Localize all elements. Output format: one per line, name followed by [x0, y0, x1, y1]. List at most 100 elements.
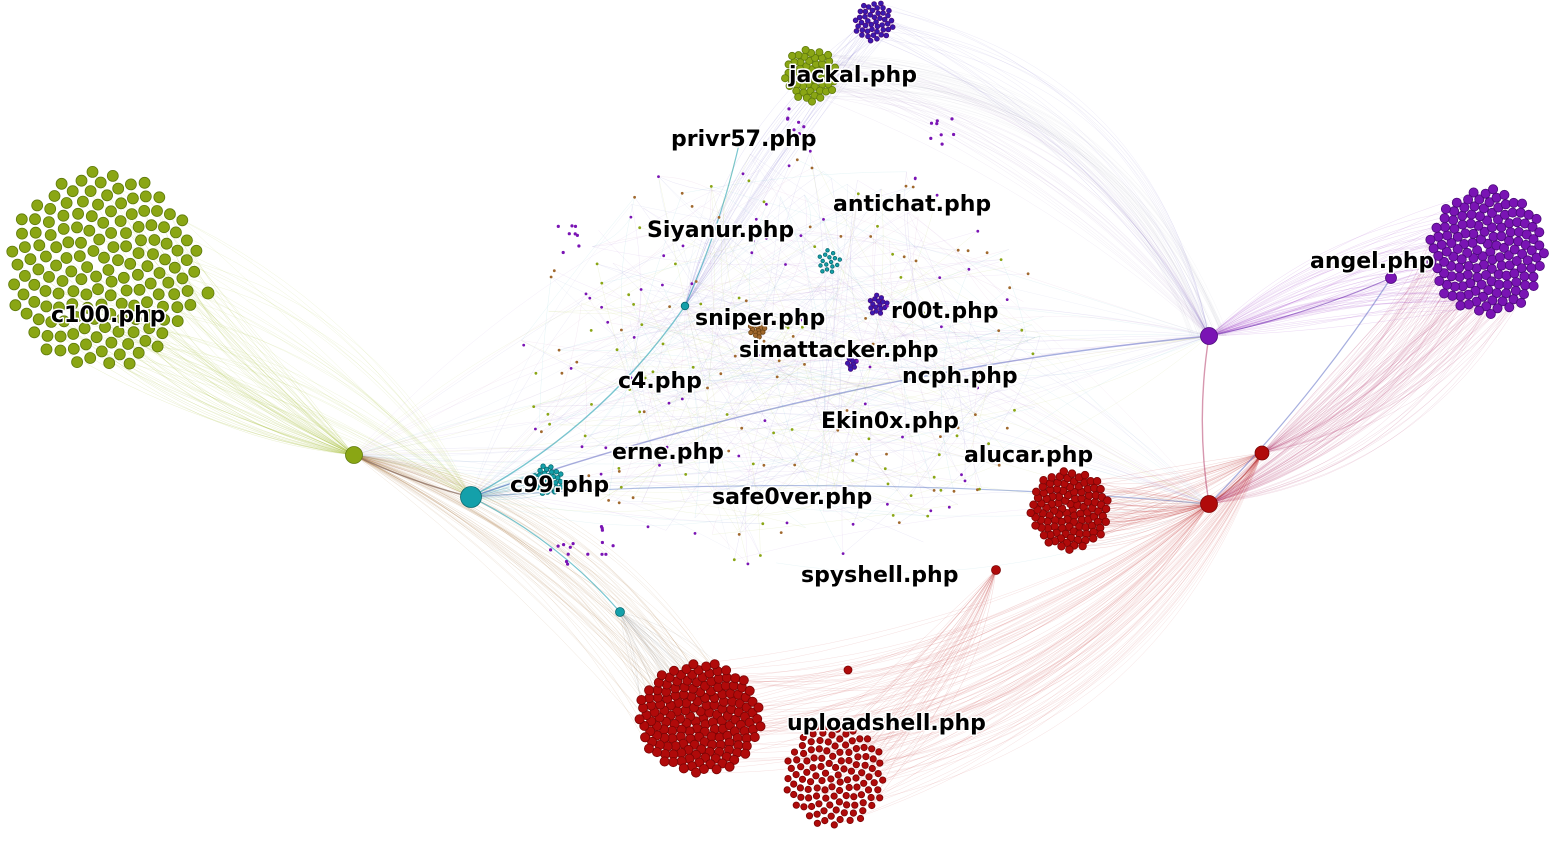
graph-node	[1078, 541, 1087, 551]
graph-edge	[764, 347, 826, 425]
graph-edge	[873, 226, 935, 478]
graph-edge	[1208, 266, 1469, 505]
graph-edge	[1105, 452, 1263, 523]
graph-node	[835, 786, 844, 795]
graph-edge	[828, 83, 1210, 337]
graph-node	[158, 313, 171, 326]
graph-node	[847, 767, 856, 775]
graph-edge	[803, 73, 1210, 337]
graph-node	[921, 417, 925, 420]
graph-node	[818, 754, 826, 762]
graph-edge	[1208, 267, 1438, 337]
graph-node	[869, 235, 873, 238]
graph-node	[586, 552, 590, 556]
graph-edge	[806, 95, 1214, 337]
graph-edge	[35, 232, 355, 456]
graph-edge	[802, 85, 1196, 337]
graph-edge	[803, 92, 1210, 337]
graph-node	[84, 352, 97, 364]
graph-edge	[1208, 251, 1447, 505]
graph-node	[886, 304, 889, 308]
graph-node	[827, 812, 835, 820]
graph-edge	[771, 215, 901, 360]
graph-node	[681, 664, 692, 675]
graph-edge	[353, 454, 673, 732]
graph-node	[587, 474, 591, 478]
graph-node	[733, 354, 737, 358]
graph-node	[1039, 531, 1049, 540]
graph-node	[87, 245, 100, 257]
graph-edge	[714, 503, 1210, 706]
graph-node	[1254, 445, 1270, 461]
graph-edge	[34, 301, 472, 498]
graph-node	[138, 176, 151, 189]
graph-node	[864, 317, 867, 320]
graph-node	[615, 607, 625, 617]
graph-edge	[795, 75, 1193, 337]
graph-edge	[642, 207, 888, 307]
graph-node	[1425, 234, 1436, 245]
graph-node	[43, 270, 55, 283]
graph-node	[963, 479, 967, 483]
graph-edge	[906, 209, 957, 420]
graph-edge	[871, 29, 1210, 337]
graph-edge	[668, 339, 860, 404]
graph-edge	[174, 293, 472, 498]
graph-node	[632, 336, 636, 339]
graph-node	[960, 473, 963, 477]
graph-edge	[745, 503, 1210, 754]
graph-edge	[772, 357, 844, 554]
graph-node	[184, 298, 197, 311]
graph-node	[886, 482, 890, 486]
graph-node	[106, 169, 119, 182]
graph-node	[1047, 473, 1056, 482]
graph-edge	[846, 308, 969, 317]
graph-node	[629, 215, 633, 219]
graph-edge	[812, 452, 1263, 768]
graph-edge	[470, 284, 663, 498]
graph-node	[1439, 256, 1450, 267]
graph-edge	[796, 452, 1263, 761]
graph-node	[836, 778, 844, 786]
graph-node	[856, 814, 865, 823]
graph-edge	[1208, 274, 1468, 337]
graph-node	[823, 747, 831, 755]
graph-edge	[1261, 293, 1525, 454]
graph-edge	[941, 269, 970, 492]
graph-edge	[695, 503, 1210, 773]
graph-edge	[720, 287, 840, 374]
graph-node	[656, 377, 659, 380]
graph-node	[830, 792, 838, 800]
graph-edge	[1031, 324, 1210, 505]
label-ekin0x: Ekin0x.php	[821, 409, 959, 434]
graph-edge	[470, 306, 670, 498]
graph-node	[674, 262, 677, 266]
graph-edge	[353, 454, 715, 706]
graph-edge	[169, 213, 472, 498]
graph-edge	[699, 186, 715, 455]
graph-node	[24, 253, 37, 266]
graph-node	[67, 285, 80, 298]
graph-edge	[737, 195, 938, 531]
graph-node	[631, 496, 635, 500]
graph-node	[818, 263, 823, 268]
graph-node	[1485, 308, 1496, 319]
graph-node	[50, 259, 62, 272]
graph-node	[803, 363, 806, 366]
graph-edge	[554, 270, 888, 323]
graph-edge	[833, 81, 1209, 337]
graph-edge	[810, 317, 825, 426]
graph-edge	[1208, 277, 1392, 337]
graph-edge	[820, 97, 1210, 337]
graph-edge	[1208, 301, 1503, 337]
graph-node	[28, 326, 41, 339]
graph-edge	[864, 16, 1210, 337]
graph-edge	[814, 57, 1206, 337]
graph-edge	[832, 72, 1210, 337]
graph-edge	[715, 459, 784, 491]
label-r00t: r00t.php	[891, 299, 999, 324]
graph-edge	[1105, 503, 1210, 523]
graph-node	[1484, 197, 1495, 208]
graph-edge	[92, 171, 355, 456]
graph-edge	[794, 61, 1210, 337]
